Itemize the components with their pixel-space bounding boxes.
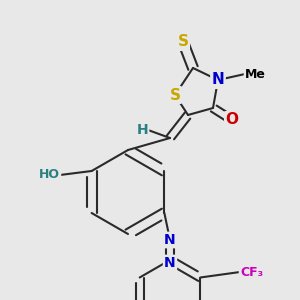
Text: N: N xyxy=(212,73,224,88)
Text: H: H xyxy=(136,123,148,137)
Text: N: N xyxy=(164,256,176,270)
Text: S: S xyxy=(178,34,188,50)
Text: CF₃: CF₃ xyxy=(240,266,263,278)
Text: HO: HO xyxy=(39,169,60,182)
Text: Me: Me xyxy=(245,68,266,80)
Text: N: N xyxy=(164,233,176,247)
Text: O: O xyxy=(226,112,238,128)
Text: S: S xyxy=(169,88,181,103)
